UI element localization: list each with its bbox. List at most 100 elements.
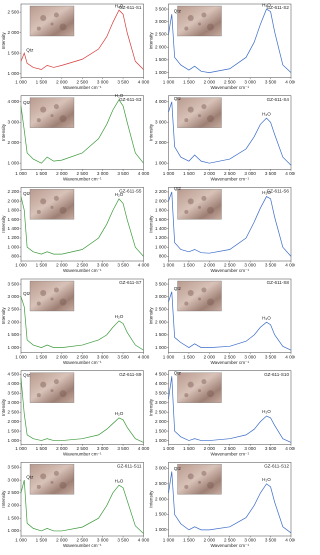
x-tick-label: 3 000 bbox=[97, 263, 109, 268]
y-tick-label: 1 500 bbox=[8, 332, 20, 337]
x-tick-label: 1 000 bbox=[163, 79, 175, 84]
panel: 1 000 1 500 2 000 2 500 3 000 3 500 4 000 1 000… bbox=[1, 370, 150, 457]
x-axis-label: Wavenumber cm⁻¹ bbox=[210, 85, 249, 90]
y-tick-label: 1 000 bbox=[155, 438, 167, 443]
y-tick-label: 1 000 bbox=[155, 244, 167, 249]
x-tick-label: 2 000 bbox=[204, 538, 216, 543]
inset-speck bbox=[201, 287, 207, 293]
x-tick-label: 2 500 bbox=[224, 538, 236, 543]
y-axis-label: Intensity bbox=[149, 307, 154, 325]
peak-annotation: Qtz bbox=[174, 186, 182, 191]
y-tick-label: 3 000 bbox=[8, 119, 20, 124]
x-tick-label: 3 000 bbox=[244, 538, 256, 543]
y-tick-label: 2 000 bbox=[155, 198, 167, 203]
y-tick-label: 2 500 bbox=[155, 32, 167, 37]
spectrum-line bbox=[20, 99, 144, 164]
x-axis-label: Wavenumber cm⁻¹ bbox=[210, 268, 249, 273]
panel-title: GZ-611-S6 bbox=[267, 189, 290, 194]
peak-annotation: Qtz bbox=[174, 466, 182, 471]
x-tick-label: 1 500 bbox=[183, 79, 195, 84]
panel-title: GZ-611-S5 bbox=[119, 189, 142, 194]
spectrum-line bbox=[20, 196, 144, 257]
x-tick-label: 2 500 bbox=[77, 171, 89, 176]
y-tick-label: 2 200 bbox=[8, 189, 20, 194]
y-axis-label: Intensity bbox=[1, 398, 6, 416]
inset-speck bbox=[36, 301, 41, 306]
x-tick-label: 1 000 bbox=[15, 538, 27, 543]
panel: 1 000 1 500 2 000 2 500 3 000 3 500 4 000 1 000… bbox=[1, 278, 150, 365]
inset-speck bbox=[207, 390, 214, 398]
y-tick-label: 3 500 bbox=[8, 391, 20, 396]
x-tick-label: 2 500 bbox=[224, 354, 236, 359]
y-axis-label: Intensity bbox=[149, 32, 154, 50]
x-tick-label: 3 000 bbox=[244, 446, 256, 451]
x-tick-label: 1 500 bbox=[183, 538, 195, 543]
inset-speck bbox=[184, 484, 189, 489]
spectrum-line bbox=[168, 101, 292, 166]
inset-image bbox=[29, 464, 75, 495]
peak-annotation: H₂O bbox=[262, 409, 271, 414]
y-axis-label: Intensity bbox=[149, 123, 154, 141]
y-tick-label: 1 500 bbox=[155, 428, 167, 433]
inset-speck bbox=[53, 470, 59, 476]
spectrum-line bbox=[168, 8, 292, 73]
y-tick-label: 3 000 bbox=[155, 119, 167, 124]
y-axis-label: Intensity bbox=[1, 32, 6, 50]
x-tick-label: 3 000 bbox=[97, 446, 109, 451]
x-tick-label: 4 000 bbox=[138, 263, 150, 268]
y-tick-label: 2 000 bbox=[8, 198, 20, 203]
x-tick-label: 2 500 bbox=[224, 446, 236, 451]
peak-annotation: Qtz bbox=[23, 291, 31, 296]
inset-speck bbox=[40, 15, 47, 21]
y-tick-label: 2 500 bbox=[155, 307, 167, 312]
peak-annotation: H₂O bbox=[115, 192, 124, 197]
inset-speck bbox=[187, 198, 194, 205]
x-tick-label: 1 500 bbox=[183, 446, 195, 451]
x-tick-label: 2 000 bbox=[204, 446, 216, 451]
x-tick-label: 2 000 bbox=[204, 354, 216, 359]
x-tick-label: 3 500 bbox=[117, 446, 129, 451]
y-tick-label: 2 000 bbox=[8, 319, 20, 324]
x-tick-label: 3 500 bbox=[265, 171, 277, 176]
y-tick-label: 2 000 bbox=[8, 140, 20, 145]
x-axis-label: Wavenumber cm⁻¹ bbox=[210, 452, 249, 457]
peak-annotation: H₂O bbox=[262, 315, 271, 320]
x-tick-label: 3 500 bbox=[265, 79, 277, 84]
inset-image bbox=[29, 280, 75, 312]
inset-image bbox=[177, 464, 222, 495]
y-tick-label: 1 600 bbox=[8, 217, 20, 222]
y-tick-label: 2 000 bbox=[155, 140, 167, 145]
plot-frame bbox=[20, 370, 144, 445]
x-tick-label: 3 000 bbox=[244, 171, 256, 176]
x-tick-label: 4 000 bbox=[285, 446, 295, 451]
inset-speck bbox=[184, 393, 189, 398]
y-tick-label: 2 000 bbox=[155, 419, 167, 424]
inset-speck bbox=[59, 481, 67, 489]
x-tick-label: 3 500 bbox=[265, 354, 277, 359]
y-tick-label: 1 000 bbox=[155, 70, 167, 75]
inset-speck bbox=[59, 206, 67, 214]
x-tick-label: 1 000 bbox=[15, 171, 27, 176]
peak-annotation: Qtz bbox=[26, 474, 34, 479]
x-tick-label: 1 500 bbox=[183, 354, 195, 359]
x-tick-label: 1 500 bbox=[183, 263, 195, 268]
x-tick-label: 1 000 bbox=[15, 354, 27, 359]
figure: 1 000 1 500 2 000 2 500 3 000 3 500 4 000 1 000… bbox=[1, 2, 297, 548]
panel-title: GZ-611-S10 bbox=[264, 372, 289, 377]
x-tick-label: 3 500 bbox=[117, 354, 129, 359]
x-tick-label: 4 000 bbox=[285, 263, 295, 268]
spectrum-line bbox=[20, 9, 144, 70]
inset-image bbox=[177, 97, 222, 128]
x-tick-label: 3 000 bbox=[97, 79, 109, 84]
x-tick-label: 2 500 bbox=[77, 538, 89, 543]
y-axis-label: Intensity bbox=[149, 215, 154, 233]
inset-speck bbox=[198, 389, 201, 393]
inset-speck bbox=[198, 114, 201, 118]
y-tick-label: 3 000 bbox=[8, 477, 20, 482]
y-tick-label: 1 200 bbox=[155, 235, 167, 240]
y-tick-label: 4 000 bbox=[8, 99, 20, 104]
inset-speck bbox=[36, 484, 41, 489]
panel: 1 000 1 500 2 000 2 500 3 000 3 500 4 000 1 000… bbox=[149, 462, 297, 548]
y-tick-label: 1 000 bbox=[8, 345, 20, 350]
y-tick-label: 1 400 bbox=[155, 226, 167, 231]
